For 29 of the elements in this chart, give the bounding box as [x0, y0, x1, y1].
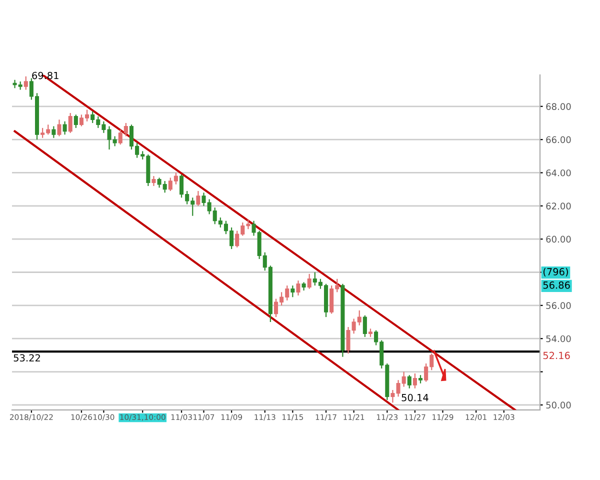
y-tick-label: 56.00 [546, 302, 571, 309]
candlestick [390, 389, 395, 404]
candlestick [407, 374, 412, 389]
text: 56.86 [543, 281, 570, 289]
y-tick-label: 66.00 [546, 136, 571, 144]
candlestick [62, 120, 67, 136]
candlestick [74, 114, 78, 129]
y-tick-label: 50.00 [546, 402, 571, 408]
candlestick [307, 273, 312, 290]
candlestick [290, 284, 295, 298]
ref-line-label: 53.22 [14, 354, 40, 362]
text: 52.16 [543, 352, 570, 360]
annotation: 69.81 [32, 72, 58, 80]
candlestick [52, 126, 56, 138]
candlestick [296, 280, 300, 296]
y-tick-label: 64.00 [546, 169, 571, 176]
y-tick-label: 62.00 [546, 202, 571, 210]
candlestick [362, 314, 367, 338]
annotation: 50.14 [402, 394, 428, 402]
candlestick [412, 372, 417, 389]
y-tick-label: 54.00 [546, 335, 571, 342]
candlestick [24, 76, 28, 90]
candlestick [68, 112, 72, 134]
y-tick-label: 68.00 [546, 103, 571, 110]
y-tick-label: 60.00 [546, 236, 571, 243]
candlestick [152, 176, 156, 187]
text: (796) [543, 268, 568, 277]
candlestick [57, 119, 62, 137]
candlestick [196, 190, 200, 206]
